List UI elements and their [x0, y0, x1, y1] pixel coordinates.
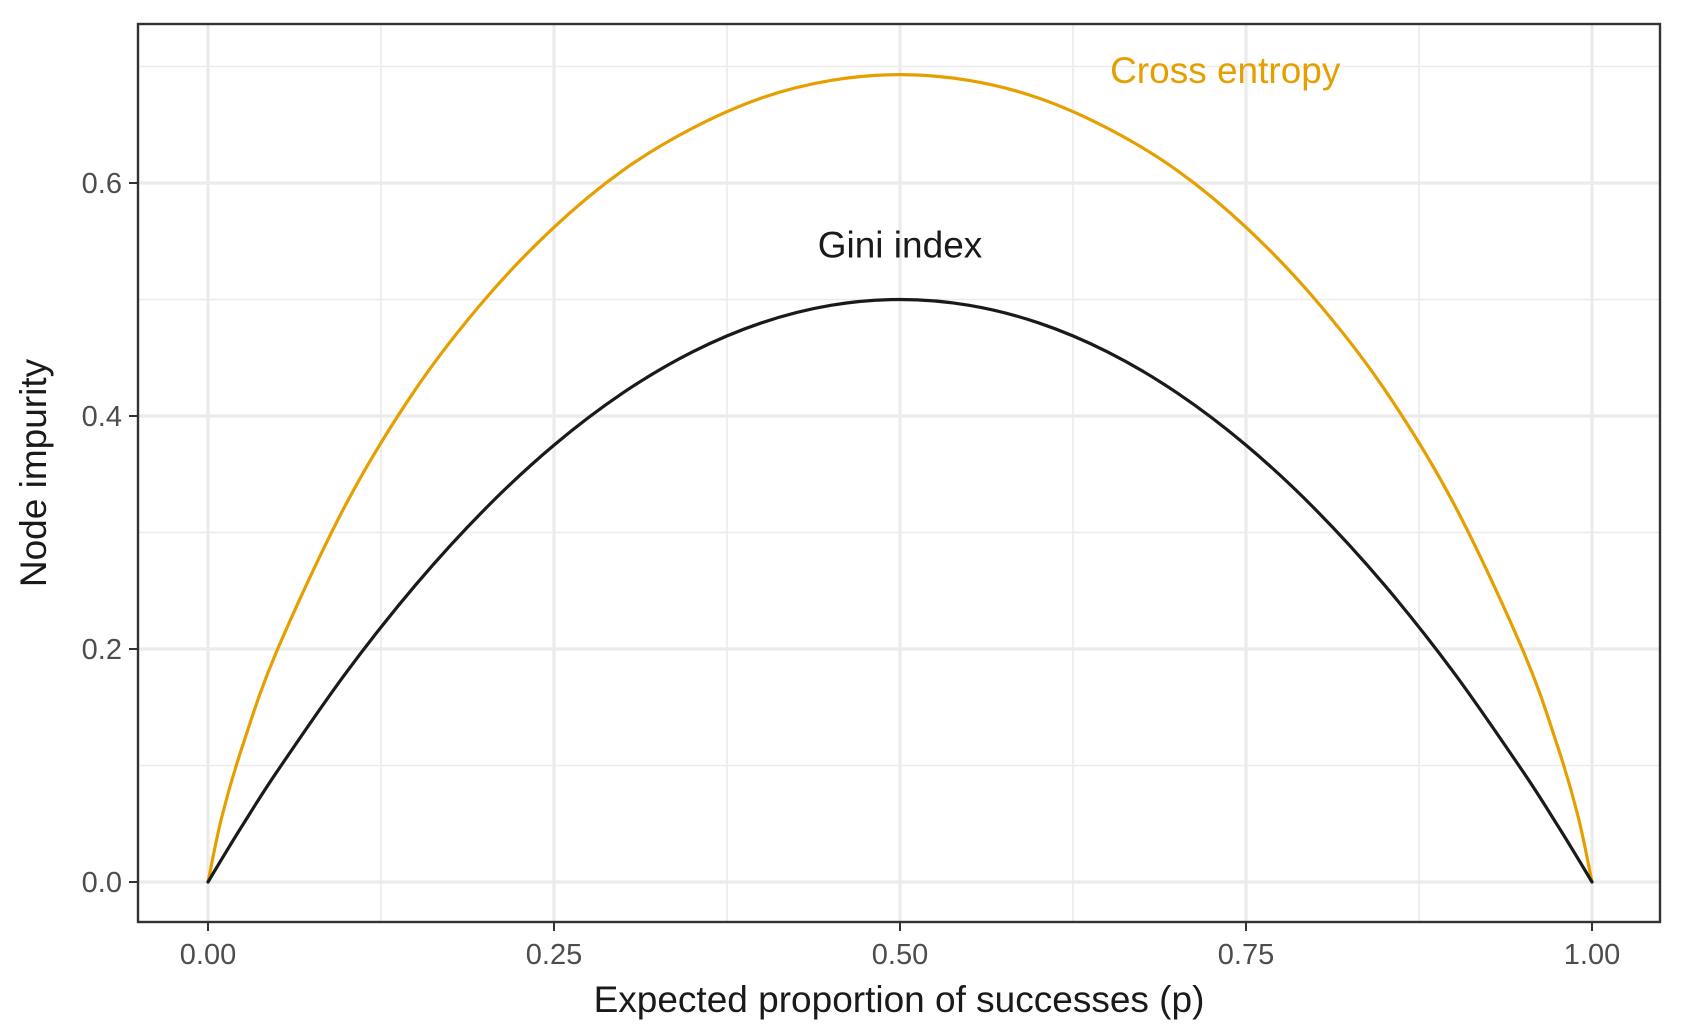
series-lines — [206, 73, 1594, 884]
grid-lines — [138, 24, 1660, 922]
y-tick-label: 0.2 — [82, 634, 122, 666]
x-tick-label: 0.25 — [526, 939, 582, 971]
x-tick-label: 1.00 — [1564, 939, 1620, 971]
series-label-cross-entropy: Cross entropy — [1110, 50, 1341, 91]
y-tick-label: 0.6 — [82, 168, 122, 200]
y-tick-label: 0.4 — [82, 401, 122, 433]
x-axis-title: Expected proportion of successes (p) — [594, 979, 1205, 1020]
series-line-cross-entropy — [206, 73, 1594, 884]
y-axis-title: Node impurity — [13, 358, 54, 587]
series-label-gini-index: Gini index — [818, 225, 983, 266]
x-tick-label: 0.75 — [1218, 939, 1274, 971]
plot-panel-border — [136, 22, 1662, 924]
x-tick-label: 0.00 — [180, 939, 236, 971]
y-tick-label: 0.0 — [82, 867, 122, 899]
x-tick-label: 0.50 — [872, 939, 928, 971]
series-line-gini-index — [206, 297, 1594, 884]
